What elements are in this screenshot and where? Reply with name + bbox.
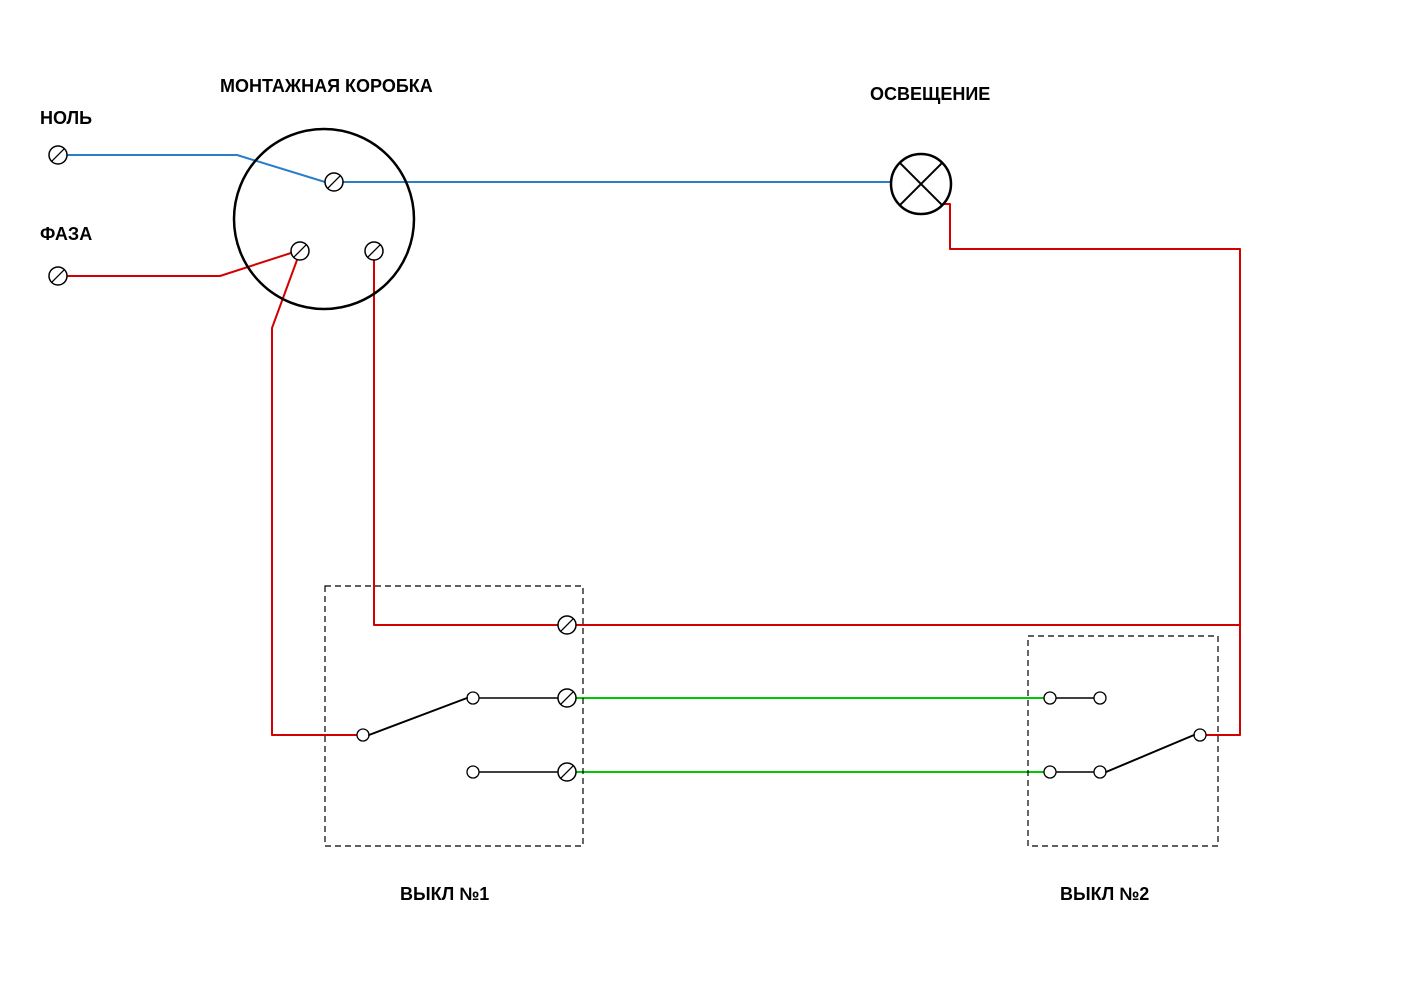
lamp-icon	[891, 154, 951, 214]
wire-neutral-in	[67, 155, 325, 182]
wiring-diagram: НОЛЬ ФАЗА МОНТАЖНАЯ КОРОБКА ОСВЕЩЕНИЕ ВЫКЛ №…	[0, 0, 1413, 988]
junction-box	[234, 129, 414, 309]
sw1-terminal-upper	[558, 689, 576, 707]
label-lighting: ОСВЕЩЕНИЕ	[870, 84, 990, 104]
jb-terminal-neutral	[325, 173, 343, 191]
jb-terminal-phase-out	[365, 242, 383, 260]
wire-jb-to-sw1-top	[374, 260, 558, 625]
wire-return-to-lamp-0	[938, 204, 1240, 625]
input-terminal-phase	[49, 267, 67, 285]
wire-phase-in	[67, 253, 291, 276]
input-terminal-neutral	[49, 146, 67, 164]
label-switch2: ВЫКЛ №2	[1060, 884, 1149, 904]
label-switch1: ВЫКЛ №1	[400, 884, 489, 904]
jb-terminal-phase-in	[291, 242, 309, 260]
sw2-blade	[1106, 735, 1194, 772]
switch-2-box	[1028, 636, 1218, 846]
label-neutral: НОЛЬ	[40, 108, 92, 128]
sw1-terminal-lower	[558, 763, 576, 781]
wire-sw1-to-sw2-common	[576, 625, 1240, 735]
label-junction_box: МОНТАЖНАЯ КОРОБКА	[220, 76, 433, 96]
sw1-blade	[369, 698, 467, 735]
label-phase: ФАЗА	[40, 224, 92, 244]
sw1-terminal-top	[558, 616, 576, 634]
wire-jb-to-sw1-common	[272, 260, 357, 735]
